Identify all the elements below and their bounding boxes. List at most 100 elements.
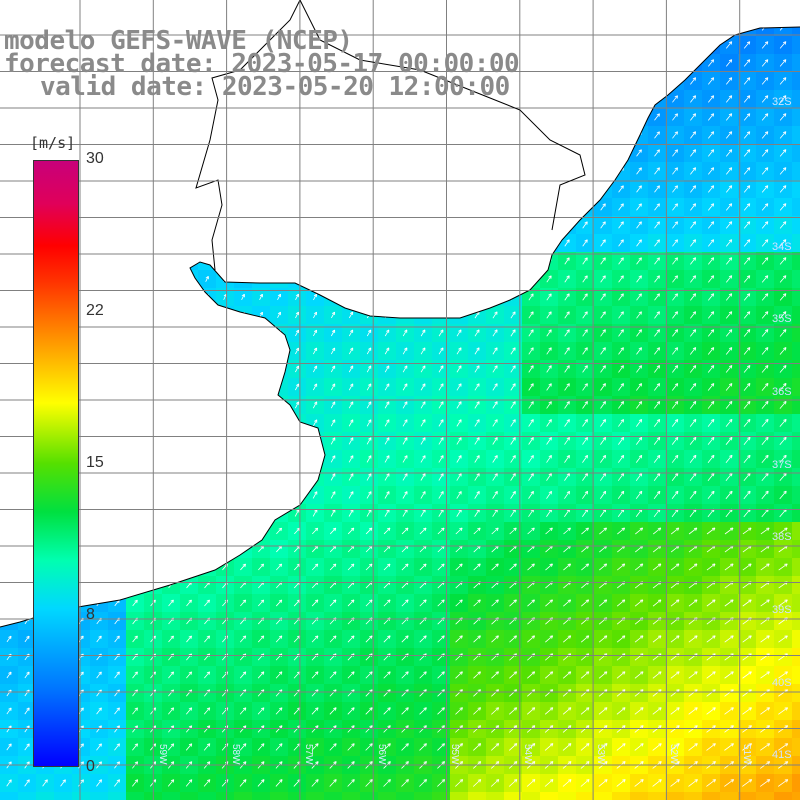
wind-speed-cell xyxy=(198,234,217,253)
wind-arrow-head xyxy=(259,131,263,135)
wind-arrow xyxy=(474,257,480,265)
wind-arrow xyxy=(564,77,570,85)
wind-speed-cell xyxy=(432,270,451,289)
wind-arrow-head xyxy=(458,221,462,224)
wind-speed-cell xyxy=(180,522,199,541)
wind-arrow xyxy=(528,257,534,265)
wind-arrow xyxy=(654,41,660,49)
wind-arrow xyxy=(331,167,335,175)
wind-speed-cell xyxy=(414,306,433,325)
wind-arrow-head xyxy=(61,114,65,117)
wind-speed-cell xyxy=(324,792,343,800)
wind-arrow xyxy=(170,6,172,11)
wind-speed-cell xyxy=(792,540,800,559)
wind-arrow xyxy=(7,222,11,228)
wind-speed-cell xyxy=(378,270,397,289)
wind-arrow xyxy=(205,347,209,355)
wind-arrow xyxy=(133,348,137,354)
wind-arrow-head xyxy=(712,59,715,63)
wind-speed-cell xyxy=(0,450,19,469)
wind-arrow xyxy=(600,149,606,157)
wind-arrow-head xyxy=(97,114,101,117)
wind-speed-cell xyxy=(396,162,415,181)
wind-arrow-head xyxy=(584,149,588,152)
wind-arrow-head xyxy=(277,383,281,386)
wind-speed-cell xyxy=(0,252,19,271)
wind-arrow-head xyxy=(749,6,750,9)
wind-speed-cell xyxy=(180,414,199,433)
wind-arrow-head xyxy=(784,77,787,81)
wind-arrow xyxy=(654,95,660,103)
wind-speed-cell xyxy=(126,216,145,235)
wind-arrow xyxy=(97,114,101,120)
wind-arrow-head xyxy=(133,276,137,279)
wind-arrow-head xyxy=(169,168,173,171)
wind-speed-cell xyxy=(792,162,800,181)
wind-arrow-head xyxy=(223,347,227,351)
wind-arrow xyxy=(725,27,733,31)
wind-speed-cell xyxy=(270,198,289,217)
wind-speed-cell xyxy=(108,468,127,487)
wind-arrow xyxy=(492,27,498,31)
wind-speed-cell xyxy=(792,630,800,649)
wind-speed-cell xyxy=(324,234,343,253)
wind-arrow-head xyxy=(7,294,11,297)
wind-arrow-head xyxy=(404,257,408,260)
wind-arrow-head xyxy=(133,222,137,225)
wind-arrow xyxy=(7,402,11,408)
wind-arrow xyxy=(761,77,769,85)
wind-arrow xyxy=(384,239,390,247)
wind-speed-cell xyxy=(414,126,433,145)
wind-arrow xyxy=(25,312,29,318)
wind-arrow-head xyxy=(277,167,281,171)
wind-speed-cell xyxy=(0,342,19,361)
wind-speed-cell xyxy=(234,486,253,505)
wind-arrow xyxy=(420,149,426,157)
wind-speed-cell xyxy=(792,198,800,217)
wind-arrow xyxy=(295,221,299,229)
wind-arrow-head xyxy=(710,41,714,44)
wind-arrow-head xyxy=(566,221,570,224)
wind-arrow-head xyxy=(422,293,426,296)
wind-arrow-head xyxy=(404,6,407,8)
wind-arrow-head xyxy=(187,401,191,405)
wind-arrow-head xyxy=(656,59,660,62)
wind-speed-cell xyxy=(162,306,181,325)
wind-speed-cell xyxy=(216,486,235,505)
wind-arrow xyxy=(492,203,498,211)
wind-arrow xyxy=(564,203,570,211)
wind-arrow xyxy=(348,203,354,211)
wind-arrow-head xyxy=(584,131,588,134)
wind-arrow-head xyxy=(476,41,480,44)
wind-speed-cell xyxy=(792,54,800,73)
wind-arrow xyxy=(348,149,354,157)
wind-arrow xyxy=(600,41,606,49)
wind-speed-cell xyxy=(378,216,397,235)
wind-arrow xyxy=(420,257,426,265)
wind-arrow-head xyxy=(602,59,606,62)
wind-speed-cell xyxy=(792,108,800,127)
wind-arrow-head xyxy=(764,59,768,62)
wind-speed-cell xyxy=(126,576,145,595)
wind-speed-cell xyxy=(0,522,19,541)
wind-arrow-head xyxy=(223,149,227,153)
wind-arrow xyxy=(25,150,29,156)
wind-arrow xyxy=(259,132,263,138)
wind-speed-cell xyxy=(180,342,199,361)
wind-arrow-head xyxy=(188,6,190,8)
wind-speed-cell xyxy=(792,792,800,800)
wind-arrow xyxy=(331,275,335,283)
wind-arrow-head xyxy=(476,293,480,296)
wind-arrow xyxy=(582,77,588,85)
wind-speed-cell xyxy=(522,108,541,127)
wind-speed-cell xyxy=(270,162,289,181)
wind-speed-cell xyxy=(252,450,271,469)
wind-arrow-head xyxy=(711,6,714,7)
wind-arrow xyxy=(492,185,498,193)
wind-arrow-head xyxy=(476,275,480,278)
wind-speed-cell xyxy=(540,90,559,109)
wind-arrow xyxy=(366,131,372,139)
wind-arrow xyxy=(366,27,372,31)
wind-arrow-head xyxy=(241,401,245,404)
wind-arrow-head xyxy=(602,41,606,44)
